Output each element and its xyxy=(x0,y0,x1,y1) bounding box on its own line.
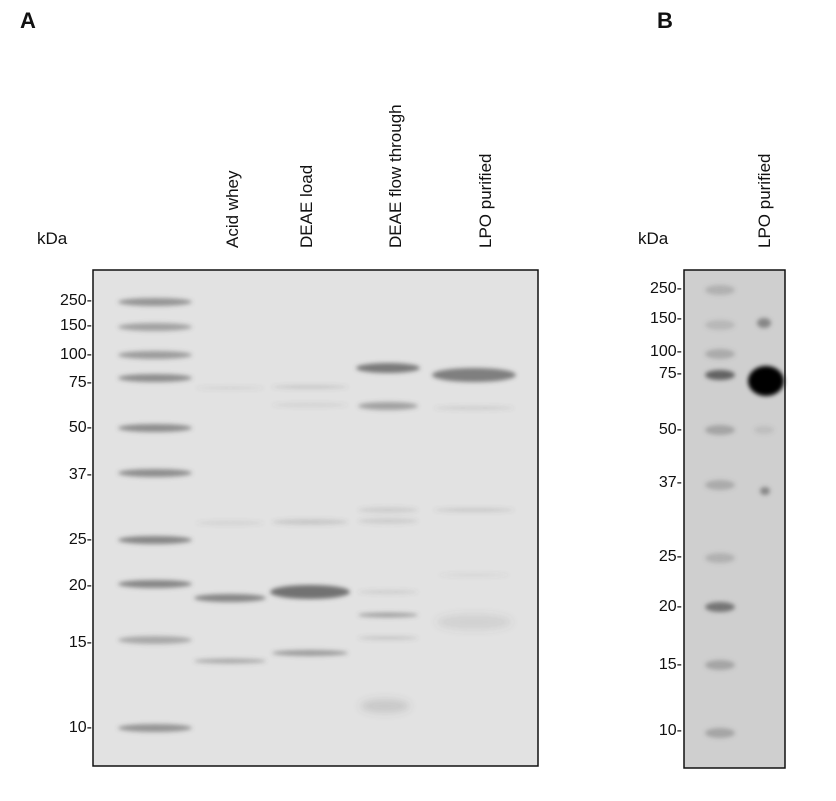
deae-flow-through-band xyxy=(356,363,420,373)
marker-label: 150- xyxy=(649,310,682,327)
blot-lpo-band xyxy=(748,366,784,396)
marker-label: 15- xyxy=(68,634,92,651)
ladder-band xyxy=(118,469,192,477)
blot-ladder-band xyxy=(705,349,735,359)
lpo-purified-band xyxy=(439,573,509,577)
deae-flow-through-band xyxy=(358,507,418,513)
marker-label: 37- xyxy=(68,466,92,483)
panel-b-letter: B xyxy=(657,8,673,33)
ladder-band xyxy=(118,374,192,382)
marker-label: 25- xyxy=(68,531,92,548)
marker-label: 20- xyxy=(68,577,92,594)
marker-label: 75- xyxy=(658,365,682,382)
blot-ladder-band xyxy=(705,425,735,435)
panel-b-kda-label: kDa xyxy=(638,229,669,248)
lpo-purified-band xyxy=(434,406,514,410)
blot-ladder-band xyxy=(705,728,735,738)
marker-label: 15- xyxy=(658,656,682,673)
marker-label: 150- xyxy=(59,317,92,334)
deae-flow-through-band xyxy=(358,636,418,640)
ladder-band xyxy=(118,580,192,588)
ladder-band xyxy=(118,636,192,644)
blot-ladder-band xyxy=(705,660,735,670)
deae-load-band xyxy=(270,585,350,599)
ladder-band xyxy=(118,323,192,331)
deae-load-band xyxy=(272,519,348,525)
ladder-band xyxy=(118,724,192,732)
deae-flow-through-band xyxy=(358,590,418,594)
panel-a-letter: A xyxy=(20,8,36,33)
gel-a-frame xyxy=(92,269,539,767)
lpo-purified-band xyxy=(434,508,514,512)
blot-b-frame xyxy=(683,269,786,769)
panel-a-kda-label: kDa xyxy=(37,229,68,248)
deae-load-band xyxy=(272,385,348,389)
deae-load-band xyxy=(272,650,348,656)
acid-whey-band xyxy=(194,594,266,602)
blot-ladder-band xyxy=(705,370,735,380)
blot-ladder-band xyxy=(705,285,735,295)
ladder-band xyxy=(118,351,192,359)
blot-ladder-band xyxy=(705,480,735,490)
deae-flow-through-band xyxy=(358,612,418,618)
marker-label: 50- xyxy=(68,419,92,436)
blot-lpo-band xyxy=(757,318,771,328)
marker-label: 10- xyxy=(68,719,92,736)
ladder-band xyxy=(118,536,192,544)
marker-label: 250- xyxy=(649,280,682,297)
ladder-band xyxy=(118,298,192,306)
deae-flow-through-band xyxy=(358,402,418,410)
deae-load-band xyxy=(272,403,348,407)
marker-label: 100- xyxy=(649,343,682,360)
ladder-band xyxy=(118,424,192,432)
acid-whey-band xyxy=(196,521,264,525)
marker-label: 25- xyxy=(658,548,682,565)
acid-whey-band xyxy=(196,386,264,390)
deae-flow-through-band xyxy=(360,699,410,713)
marker-label: 100- xyxy=(59,346,92,363)
blot-ladder-band xyxy=(705,602,735,612)
marker-label: 10- xyxy=(658,722,682,739)
marker-label: 37- xyxy=(658,474,682,491)
lpo-purified-band xyxy=(432,368,516,382)
blot-lpo-band xyxy=(760,487,770,495)
blot-ladder-band xyxy=(705,320,735,330)
lpo-purified-band xyxy=(436,614,512,630)
blot-lpo-band xyxy=(754,426,774,434)
marker-label: 250- xyxy=(59,292,92,309)
marker-label: 75- xyxy=(68,374,92,391)
blot-ladder-band xyxy=(705,553,735,563)
marker-label: 20- xyxy=(658,598,682,615)
deae-flow-through-band xyxy=(358,518,418,524)
acid-whey-band xyxy=(194,658,266,664)
marker-label: 50- xyxy=(658,421,682,438)
